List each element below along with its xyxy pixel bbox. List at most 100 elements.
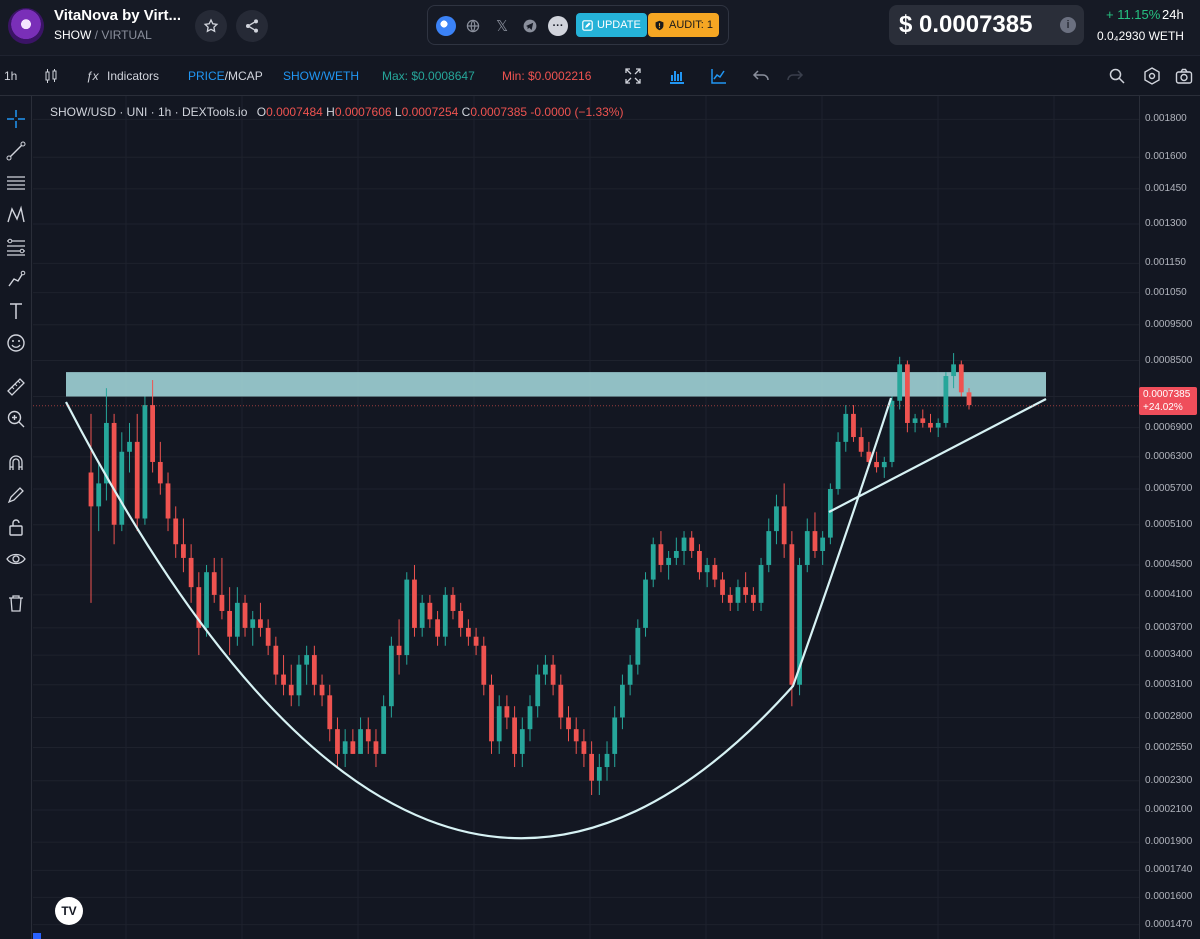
chart-legend: SHOW/USD · UNI · 1h · DEXTools.io O0.000… bbox=[50, 105, 623, 119]
ruler-icon[interactable] bbox=[5, 376, 27, 398]
fullscreen-icon[interactable] bbox=[624, 67, 642, 85]
price-axis[interactable]: 0.001800 0.001600 0.001450 0.001300 0.001150… bbox=[1139, 96, 1200, 939]
candle-body bbox=[134, 441, 140, 519]
candle-body bbox=[958, 364, 964, 393]
resistance-zone bbox=[66, 372, 1046, 397]
candle-body bbox=[473, 636, 479, 646]
candle-body bbox=[365, 729, 371, 742]
candle-body bbox=[966, 392, 972, 406]
candle-body bbox=[643, 579, 648, 628]
web-icon[interactable] bbox=[463, 16, 483, 36]
candle-body bbox=[797, 564, 802, 685]
x-icon[interactable]: 𝕏 bbox=[495, 18, 509, 35]
pencil-lock-icon[interactable] bbox=[5, 484, 27, 506]
bar-chart-icon[interactable] bbox=[668, 67, 686, 85]
price-chart[interactable] bbox=[33, 96, 1139, 939]
weth-price: 0.0₄2930 WETH bbox=[1097, 29, 1184, 43]
price-mcap-toggle[interactable]: PRICE/MCAP bbox=[188, 69, 263, 83]
candle-body bbox=[327, 695, 333, 730]
candle-body bbox=[258, 619, 263, 628]
price-axis-tick: 0.0002100 bbox=[1145, 803, 1193, 815]
pair-quote: VIRTUAL bbox=[101, 28, 152, 42]
candle-body bbox=[620, 684, 625, 718]
candle-body bbox=[573, 729, 579, 742]
candle-body bbox=[750, 594, 756, 603]
search-icon[interactable] bbox=[1108, 67, 1126, 85]
candle-body bbox=[935, 422, 941, 428]
token-price: $ 0.0007385 bbox=[899, 11, 1033, 38]
candle-body bbox=[704, 564, 710, 573]
globe-icon[interactable] bbox=[436, 16, 456, 36]
path-icon[interactable] bbox=[5, 268, 27, 290]
shield-icon bbox=[655, 20, 664, 30]
line-chart-icon[interactable] bbox=[710, 67, 728, 85]
horizontal-lines-icon[interactable] bbox=[5, 172, 27, 194]
share-button[interactable] bbox=[236, 10, 268, 42]
chart-area[interactable]: SHOW/USD · UNI · 1h · DEXTools.io O0.000… bbox=[33, 96, 1139, 939]
settings-icon[interactable] bbox=[1143, 67, 1161, 85]
audit-label: AUDIT: 1 bbox=[669, 19, 714, 31]
magnet-icon[interactable] bbox=[5, 452, 27, 474]
candle-body bbox=[789, 544, 795, 685]
current-price-pct: +24.02% bbox=[1143, 402, 1183, 413]
candle-body bbox=[181, 544, 186, 558]
candle-body bbox=[504, 706, 510, 718]
audit-badge[interactable]: AUDIT: 1 bbox=[648, 13, 720, 37]
candle-body bbox=[211, 572, 217, 595]
trend-line-icon[interactable] bbox=[5, 140, 27, 162]
candle-body bbox=[234, 602, 240, 637]
candle-body bbox=[928, 422, 933, 428]
candle-body bbox=[219, 594, 225, 611]
camera-icon[interactable] bbox=[1175, 67, 1193, 85]
pattern-icon[interactable] bbox=[5, 204, 27, 226]
update-badge[interactable]: UPDATE bbox=[576, 13, 647, 37]
pair-toggle[interactable]: SHOW/WETH bbox=[283, 69, 359, 83]
price-label: PRICE bbox=[188, 69, 225, 83]
candle-body bbox=[681, 537, 687, 551]
candle-style-icon[interactable] bbox=[42, 67, 60, 85]
more-icon[interactable]: ··· bbox=[548, 16, 568, 36]
telegram-icon[interactable] bbox=[520, 16, 540, 36]
price-axis-tick: 0.0001740 bbox=[1145, 864, 1193, 876]
candle-body bbox=[265, 627, 271, 646]
candle-body bbox=[358, 729, 363, 754]
text-icon[interactable] bbox=[5, 300, 27, 322]
tradingview-logo-icon[interactable]: TV bbox=[55, 897, 83, 925]
candle-body bbox=[173, 518, 179, 545]
price-change: + 11.15% bbox=[1106, 7, 1161, 22]
zoom-in-icon[interactable] bbox=[5, 408, 27, 430]
candle-body bbox=[196, 587, 202, 628]
candle-body bbox=[512, 717, 517, 754]
emoji-icon[interactable] bbox=[5, 332, 27, 354]
undo-icon[interactable] bbox=[752, 67, 770, 85]
trash-icon[interactable] bbox=[5, 592, 27, 614]
candle-body bbox=[874, 461, 879, 468]
edit-icon bbox=[582, 19, 593, 31]
candle-body bbox=[319, 684, 325, 696]
lock-icon[interactable] bbox=[5, 516, 27, 538]
redo-icon[interactable] bbox=[786, 67, 804, 85]
candle-body bbox=[388, 645, 394, 707]
candle-body bbox=[335, 729, 340, 754]
crosshair-icon[interactable] bbox=[5, 108, 27, 130]
interval-selector[interactable]: 1h bbox=[4, 69, 18, 83]
eye-icon[interactable] bbox=[5, 548, 27, 570]
info-icon[interactable]: i bbox=[1060, 17, 1076, 33]
candle-body bbox=[281, 674, 286, 685]
legend-low: L0.0007254 bbox=[394, 105, 459, 119]
candle-body bbox=[627, 664, 633, 685]
candle-body bbox=[519, 729, 525, 754]
price-axis-tick: 0.0006300 bbox=[1145, 450, 1193, 462]
indicators-button[interactable]: Indicators bbox=[107, 69, 160, 83]
candle-body bbox=[304, 655, 310, 665]
price-box: $ 0.0007385 i bbox=[889, 5, 1084, 45]
price-axis-tick: 0.0004100 bbox=[1145, 588, 1193, 600]
candle-body bbox=[250, 619, 256, 628]
price-axis-tick: 0.0003700 bbox=[1145, 621, 1193, 633]
favorite-button[interactable] bbox=[195, 10, 227, 42]
candle-body bbox=[612, 717, 618, 754]
candle-body bbox=[774, 506, 779, 532]
price-axis-tick: 0.0002300 bbox=[1145, 774, 1193, 786]
fib-icon[interactable] bbox=[5, 236, 27, 258]
candle-body bbox=[727, 594, 733, 603]
